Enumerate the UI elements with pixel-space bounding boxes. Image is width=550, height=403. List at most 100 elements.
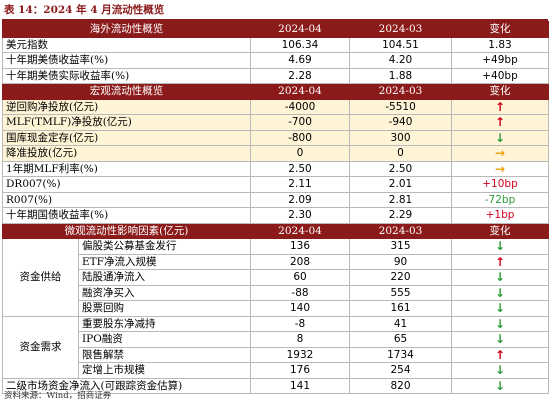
overseas-header-label: 海外流动性概览 — [2, 21, 251, 38]
micro-row: 陆股通净流入 60 220 ↓ — [3, 269, 549, 286]
row-label: 融资净买入 — [78, 284, 251, 301]
macro-row: 逆回购净投放(亿元) -4000 -5510 ↑ — [2, 98, 549, 115]
change-arrow-icon: ↑ — [451, 114, 549, 131]
value-cur: 106.34 — [250, 36, 350, 53]
value-prev: -940 — [349, 114, 452, 131]
value-cur: 0 — [250, 145, 350, 162]
micro-row: 限售解禁 1932 1734 ↑ — [3, 346, 549, 363]
value-cur: 2.30 — [250, 207, 350, 224]
value-prev: 315 — [349, 238, 452, 255]
row-label: R007(%) — [2, 191, 251, 208]
net-inflow-row: 二级市场资金净流入(可跟踪资金估算) 141 820 ↓ — [2, 377, 549, 394]
value-cur: -4000 — [250, 98, 350, 115]
macro-row: MLF(TMLF)净投放(亿元) -700 -940 ↑ — [2, 114, 549, 131]
micro-header-label: 微观流动性影响因素(亿元) — [2, 222, 251, 239]
value-prev: 2.50 — [349, 160, 452, 177]
change-arrow-icon: → — [451, 145, 549, 162]
macro-row: 国库现金定存(亿元) -800 300 ↓ — [2, 129, 549, 146]
micro-header-cur: 2024-04 — [250, 222, 350, 239]
overseas-row: 美元指数 106.34 104.51 1.83 — [2, 36, 549, 53]
liquidity-table-body: 海外流动性概览 2024-04 2024-03 变化 美元指数 106.34 104.51 1… — [2, 21, 549, 394]
row-label: ETF净流入规模 — [78, 253, 251, 270]
change-arrow-icon: ↓ — [451, 377, 549, 394]
micro-row: 股票回购 140 161 ↓ — [3, 300, 549, 317]
value-cur: -800 — [250, 129, 350, 146]
row-label: 陆股通净流入 — [78, 269, 251, 286]
value-prev: 0 — [349, 145, 452, 162]
value-prev: 41 — [349, 315, 452, 332]
value-cur: -8 — [250, 315, 350, 332]
macro-row: DR007(%) 2.11 2.01 +10bp — [2, 176, 549, 193]
value-prev: 555 — [349, 284, 452, 301]
value-prev: 65 — [349, 331, 452, 348]
row-label: 十年期美债收益率(%) — [2, 52, 251, 69]
row-label: 偏股类公募基金发行 — [78, 238, 251, 255]
title-underline — [2, 19, 548, 21]
micro-header-row: 微观流动性影响因素(亿元) 2024-04 2024-03 变化 — [2, 222, 549, 239]
value-prev: 4.20 — [349, 52, 452, 69]
micro-row: IPO融资 8 65 ↓ — [3, 331, 549, 348]
macro-row: 降准投放(亿元) 0 0 → — [2, 145, 549, 162]
value-prev: 2.81 — [349, 191, 452, 208]
value-change: +40bp — [451, 67, 549, 84]
value-cur: 1932 — [250, 346, 350, 363]
macro-row: 1年期MLF利率(%) 2.50 2.50 → — [2, 160, 549, 177]
value-cur: 2.50 — [250, 160, 350, 177]
micro-header-change: 变化 — [451, 222, 549, 239]
value-prev: 104.51 — [349, 36, 452, 53]
row-label: 1年期MLF利率(%) — [2, 160, 251, 177]
value-change: -72bp — [451, 191, 549, 208]
table-title: 表 14：2024 年 4 月流动性概览 — [4, 4, 165, 16]
value-change: +10bp — [451, 176, 549, 193]
value-cur: 8 — [250, 331, 350, 348]
micro-row: 资金需求 重要股东净减持 -8 41 ↓ — [2, 315, 549, 379]
change-arrow-icon: ↑ — [451, 346, 549, 363]
value-prev: 1734 — [349, 346, 452, 363]
row-label: 重要股东净减持 — [78, 315, 251, 332]
liquidity-table: 海外流动性概览 2024-04 2024-03 变化 美元指数 106.34 104.51 1… — [2, 21, 549, 394]
change-arrow-icon: ↑ — [451, 98, 549, 115]
micro-row: 定增上市规模 176 254 ↓ — [3, 362, 549, 379]
macro-header-change: 变化 — [451, 83, 549, 100]
overseas-header-prev: 2024-03 — [349, 21, 452, 38]
source-note: 资料来源：Wind，招商证券 — [4, 391, 112, 401]
row-label: 逆回购净投放(亿元) — [2, 98, 251, 115]
value-cur: 2.11 — [250, 176, 350, 193]
micro-row: 资金供给 偏股类公募基金发行 136 315 ↓ — [2, 238, 549, 317]
row-label: 定增上市规模 — [78, 362, 251, 379]
value-prev: 820 — [349, 377, 452, 394]
change-arrow-icon: ↓ — [451, 284, 549, 301]
change-arrow-icon: ↑ — [451, 253, 549, 270]
value-prev: 1.88 — [349, 67, 452, 84]
change-arrow-icon: ↓ — [451, 315, 549, 332]
macro-header-prev: 2024-03 — [349, 83, 452, 100]
micro-header-prev: 2024-03 — [349, 222, 452, 239]
row-label: 十年期国债收益率(%) — [2, 207, 251, 224]
overseas-header-change: 变化 — [451, 21, 549, 38]
value-prev: 90 — [349, 253, 452, 270]
row-label: 十年期美债实际收益率(%) — [2, 67, 251, 84]
overseas-header-row: 海外流动性概览 2024-04 2024-03 变化 — [2, 21, 549, 38]
change-arrow-icon: ↓ — [451, 300, 549, 317]
value-prev: -5510 — [349, 98, 452, 115]
row-label: 降准投放(亿元) — [2, 145, 251, 162]
macro-header-row: 宏观流动性概览 2024-04 2024-03 变化 — [2, 83, 549, 100]
value-cur: 2.09 — [250, 191, 350, 208]
value-prev: 300 — [349, 129, 452, 146]
value-cur: 136 — [250, 238, 350, 255]
row-label: DR007(%) — [2, 176, 251, 193]
overseas-header-cur: 2024-04 — [250, 21, 350, 38]
value-change: +1bp — [451, 207, 549, 224]
change-arrow-icon: ↓ — [451, 331, 549, 348]
value-cur: -88 — [250, 284, 350, 301]
row-label: IPO融资 — [78, 331, 251, 348]
group-label-supply: 资金供给 — [2, 238, 79, 317]
row-label: 美元指数 — [2, 36, 251, 53]
row-label: 限售解禁 — [78, 346, 251, 363]
row-label: 国库现金定存(亿元) — [2, 129, 251, 146]
value-cur: 60 — [250, 269, 350, 286]
row-label: 股票回购 — [78, 300, 251, 317]
overseas-row: 十年期美债收益率(%) 4.69 4.20 +49bp — [2, 52, 549, 69]
value-cur: 176 — [250, 362, 350, 379]
